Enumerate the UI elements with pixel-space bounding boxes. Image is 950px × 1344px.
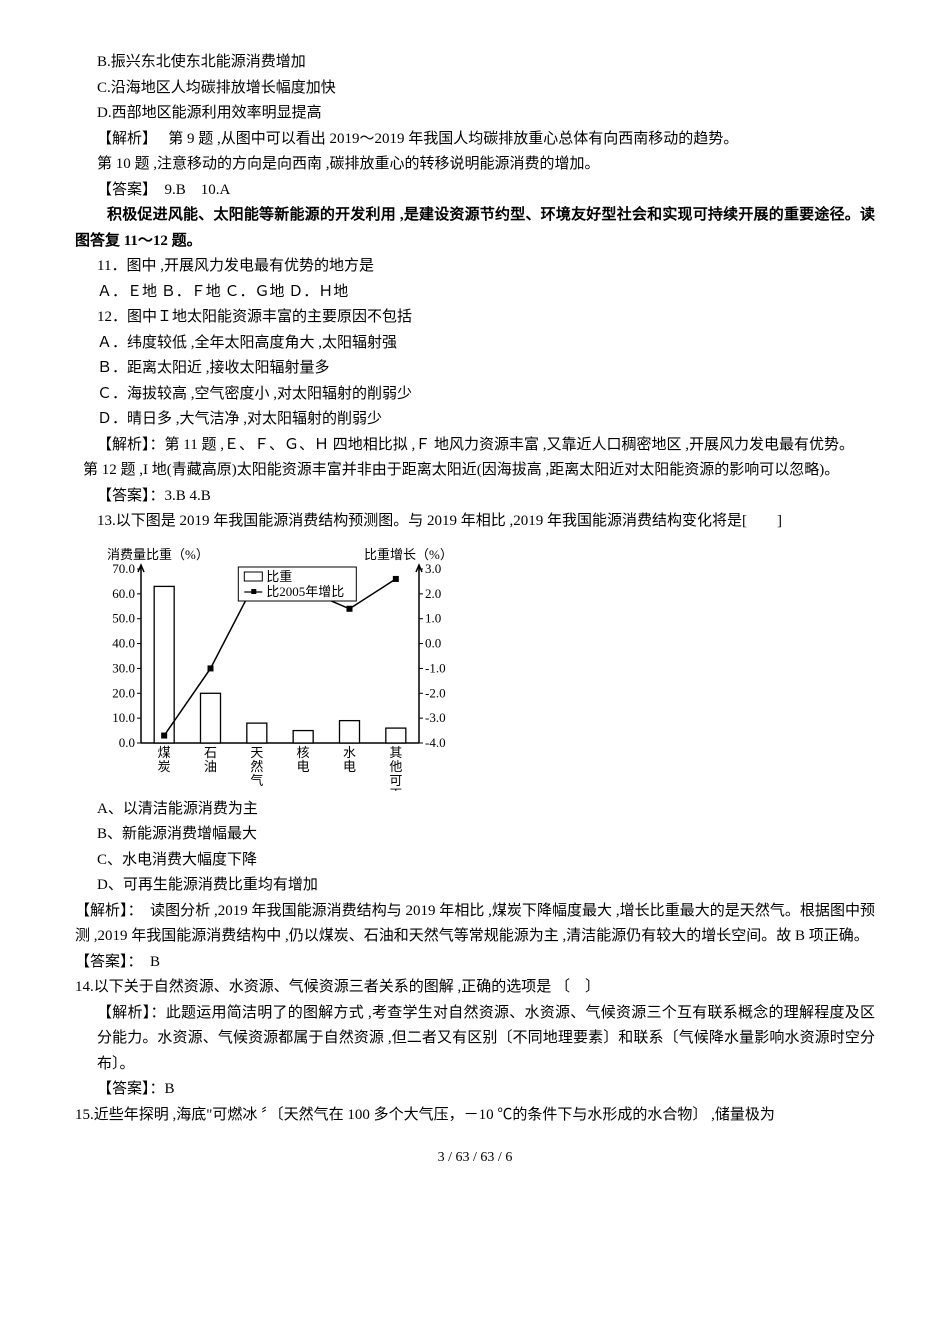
svg-text:气: 气 [250, 773, 263, 788]
option-d-9: D.西部地区能源利用效率明显提高 [75, 101, 875, 127]
svg-text:-4.0: -4.0 [425, 735, 446, 750]
svg-text:电: 电 [343, 759, 356, 774]
question-14: 14.以下关于自然资源、水资源、气候资源三者关系的图解 ,正确的选项是 〔 〕 [75, 975, 875, 1001]
svg-text:电: 电 [297, 759, 310, 774]
analysis-12: 第 12 题 ,I 地(青藏高原)太阳能资源丰富并非由于距离太阳近(因海拔高 ,… [75, 458, 875, 484]
svg-text:再: 再 [389, 787, 402, 791]
question-13: 13.以下图是 2019 年我国能源消费结构预测图。与 2019 年相比 ,20… [75, 509, 875, 535]
option-d-13: D、可再生能源消费比重均有增加 [75, 873, 875, 899]
analysis-13: 【解析】： 读图分析 ,2019 年我国能源消费结构与 2019 年相比 ,煤炭… [75, 899, 875, 950]
svg-text:其: 其 [389, 745, 402, 760]
energy-chart-svg: 0.0 10.0 20.0 30.0 40.0 50.0 60.0 70.0 -4.0 -3.0 -… [93, 541, 463, 791]
energy-chart: 0.0 10.0 20.0 30.0 40.0 50.0 60.0 70.0 -4.0 -3.0 -… [93, 541, 875, 791]
answer-14: 【答案】：B [75, 1077, 875, 1103]
svg-text:天: 天 [250, 745, 263, 760]
svg-text:油: 油 [204, 759, 217, 774]
option-c-9: C.沿海地区人均碳排放增长幅度加快 [75, 76, 875, 102]
option-d-12: Ｄ．晴日多 ,大气洁净 ,对太阳辐射的削弱少 [75, 407, 875, 433]
option-c-13: C、水电消费大幅度下降 [75, 848, 875, 874]
analysis-10: 第 10 题 ,注意移动的方向是向西南 ,碳排放重心的转移说明能源消费的增加。 [75, 152, 875, 178]
svg-text:煤: 煤 [158, 745, 171, 760]
option-b-9: B.振兴东北使东北能源消费增加 [75, 50, 875, 76]
analysis-14: 【解析】：此题运用简洁明了的图解方式 ,考查学生对自然资源、水资源、气候资源三个… [75, 1001, 875, 1078]
svg-text:70.0: 70.0 [112, 561, 135, 576]
svg-text:比重增长（%）: 比重增长（%） [364, 547, 453, 562]
svg-text:20.0: 20.0 [112, 685, 135, 700]
svg-text:-2.0: -2.0 [425, 685, 446, 700]
svg-text:2.0: 2.0 [425, 585, 441, 600]
svg-text:1.0: 1.0 [425, 610, 441, 625]
option-b-13: B、新能源消费增幅最大 [75, 822, 875, 848]
svg-text:他: 他 [389, 759, 402, 774]
document-page: B.振兴东北使东北能源消费增加 C.沿海地区人均碳排放增长幅度加快 D.西部地区… [0, 0, 950, 1200]
question-12: 12．图中Ｉ地太阳能资源丰富的主要原因不包括 [75, 305, 875, 331]
svg-text:30.0: 30.0 [112, 660, 135, 675]
analysis-9: 【解析】 第 9 题 ,从图中可以看出 2019～2019 年我国人均碳排放重心… [75, 127, 875, 153]
option-b-12: Ｂ．距离太阳近 ,接收太阳辐射量多 [75, 356, 875, 382]
svg-text:3.0: 3.0 [425, 561, 441, 576]
svg-text:比重: 比重 [266, 569, 292, 584]
options-11: Ａ．Ｅ地 Ｂ．Ｆ地 Ｃ．Ｇ地 Ｄ．Ｈ地 [75, 280, 875, 306]
svg-text:10.0: 10.0 [112, 710, 135, 725]
page-footer: 3 / 63 / 63 / 6 [75, 1146, 875, 1170]
answer-13: 【答案】： B [75, 950, 875, 976]
option-a-12: Ａ．纬度较低 ,全年太阳高度角大 ,太阳辐射强 [75, 331, 875, 357]
option-c-12: Ｃ．海拔较高 ,空气密度小 ,对太阳辐射的削弱少 [75, 382, 875, 408]
passage-11-12: 积极促进风能、太阳能等新能源的开发利用 ,是建设资源节约型、环境友好型社会和实现… [75, 203, 875, 254]
svg-text:消费量比重（%）: 消费量比重（%） [107, 547, 209, 562]
svg-text:0.0: 0.0 [119, 735, 135, 750]
svg-text:比2005年增比: 比2005年增比 [266, 584, 344, 599]
analysis-11: 【解析】：第 11 题 ,Ｅ、Ｆ、Ｇ、Ｈ 四地相比拟 ,Ｆ 地风力资源丰富 ,又… [75, 433, 875, 459]
svg-text:水: 水 [343, 745, 356, 760]
svg-text:炭: 炭 [158, 759, 171, 774]
question-15: 15.近些年探明 ,海底"可燃冰 〞〔天然气在 100 多个大气压，－10 ℃的… [75, 1103, 875, 1129]
svg-text:-3.0: -3.0 [425, 710, 446, 725]
answer-9-10: 【答案】 9.B 10.A [75, 178, 875, 204]
svg-text:核: 核 [297, 745, 310, 760]
svg-text:40.0: 40.0 [112, 635, 135, 650]
svg-text:石: 石 [204, 745, 217, 760]
svg-text:50.0: 50.0 [112, 610, 135, 625]
question-11: 11．图中 ,开展风力发电最有优势的地方是 [75, 254, 875, 280]
option-a-13: A、以清洁能源消费为主 [75, 797, 875, 823]
answer-11-12: 【答案】：3.B 4.B [75, 484, 875, 510]
svg-text:0.0: 0.0 [425, 635, 441, 650]
svg-text:-1.0: -1.0 [425, 660, 446, 675]
svg-text:然: 然 [250, 759, 263, 774]
svg-text:60.0: 60.0 [112, 585, 135, 600]
svg-text:可: 可 [389, 773, 402, 788]
